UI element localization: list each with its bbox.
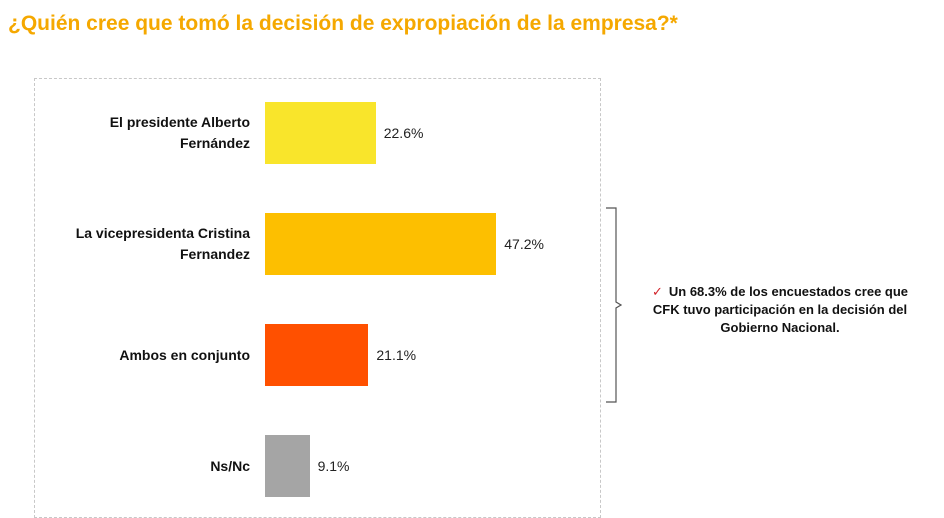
value-label-1: 22.6% [383, 125, 424, 141]
annotation-text: Un 68.3% de los encuestados cree que CFK… [652, 284, 909, 335]
category-label-1: El presidente Alberto Fernández [109, 114, 250, 151]
bar-4 [265, 435, 310, 497]
value-label-2: 47.2% [504, 236, 544, 252]
bar-3 [265, 324, 369, 386]
check-icon: ✓ [651, 284, 663, 299]
category-label-3: Ambos en conjunto [119, 346, 250, 363]
category-label-4: Ns/Nc [210, 457, 250, 474]
bar-1 [265, 102, 376, 164]
bar-2 [265, 213, 497, 275]
bracket-brace [606, 207, 622, 403]
value-label-4: 9.1% [317, 458, 350, 474]
value-label-3: 21.1% [376, 347, 417, 363]
annotation-note: ✓ Un 68.3% de los encuestados cree que CF… [645, 283, 915, 337]
category-label-2: La vicepresidenta Cristina Fernandez [75, 225, 250, 262]
page-title: ¿Quién cree que tomó la decisión de expr… [8, 12, 678, 35]
